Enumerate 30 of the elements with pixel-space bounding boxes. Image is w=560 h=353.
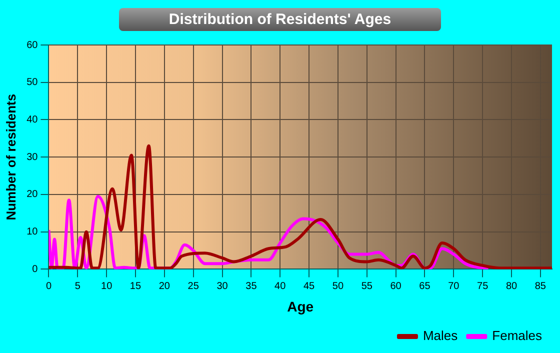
- y-axis-title: Number of residents: [3, 94, 18, 220]
- x-tick-label: 0: [46, 280, 52, 292]
- x-tick-label: 85: [534, 280, 546, 292]
- x-tick-label: 35: [246, 280, 258, 292]
- y-tick-label: 40: [26, 114, 38, 126]
- x-tick-label: 30: [216, 280, 228, 292]
- x-axis-title: Age: [287, 298, 314, 314]
- x-tick-label: 45: [303, 280, 316, 292]
- y-tick-label: 10: [26, 226, 38, 238]
- x-tick-label: 75: [477, 280, 489, 292]
- x-tick-label: 20: [158, 280, 170, 292]
- x-tick-label: 5: [74, 280, 81, 292]
- legend-label: Females: [492, 328, 542, 344]
- x-tick-label: 80: [506, 280, 518, 292]
- chart-title: Distribution of Residents' Ages: [118, 8, 442, 31]
- x-tick-label: 15: [130, 280, 142, 292]
- x-tick-label: 65: [419, 280, 431, 292]
- x-tick-label: 10: [101, 280, 113, 292]
- y-tick-label: 30: [26, 152, 38, 163]
- x-tick-label: 60: [390, 280, 402, 292]
- x-tick-label: 50: [332, 280, 344, 292]
- x-tick-label: 25: [188, 280, 200, 292]
- x-tick-label: 55: [361, 280, 373, 292]
- legend-label: Males: [422, 328, 458, 344]
- y-tick-label: 0: [32, 264, 38, 275]
- x-tick-label: 40: [274, 280, 286, 292]
- y-tick-label: 20: [26, 189, 38, 200]
- y-tick-label: 50: [26, 77, 38, 88]
- x-tick-label: 70: [448, 280, 460, 292]
- y-tick-label: 60: [26, 40, 38, 51]
